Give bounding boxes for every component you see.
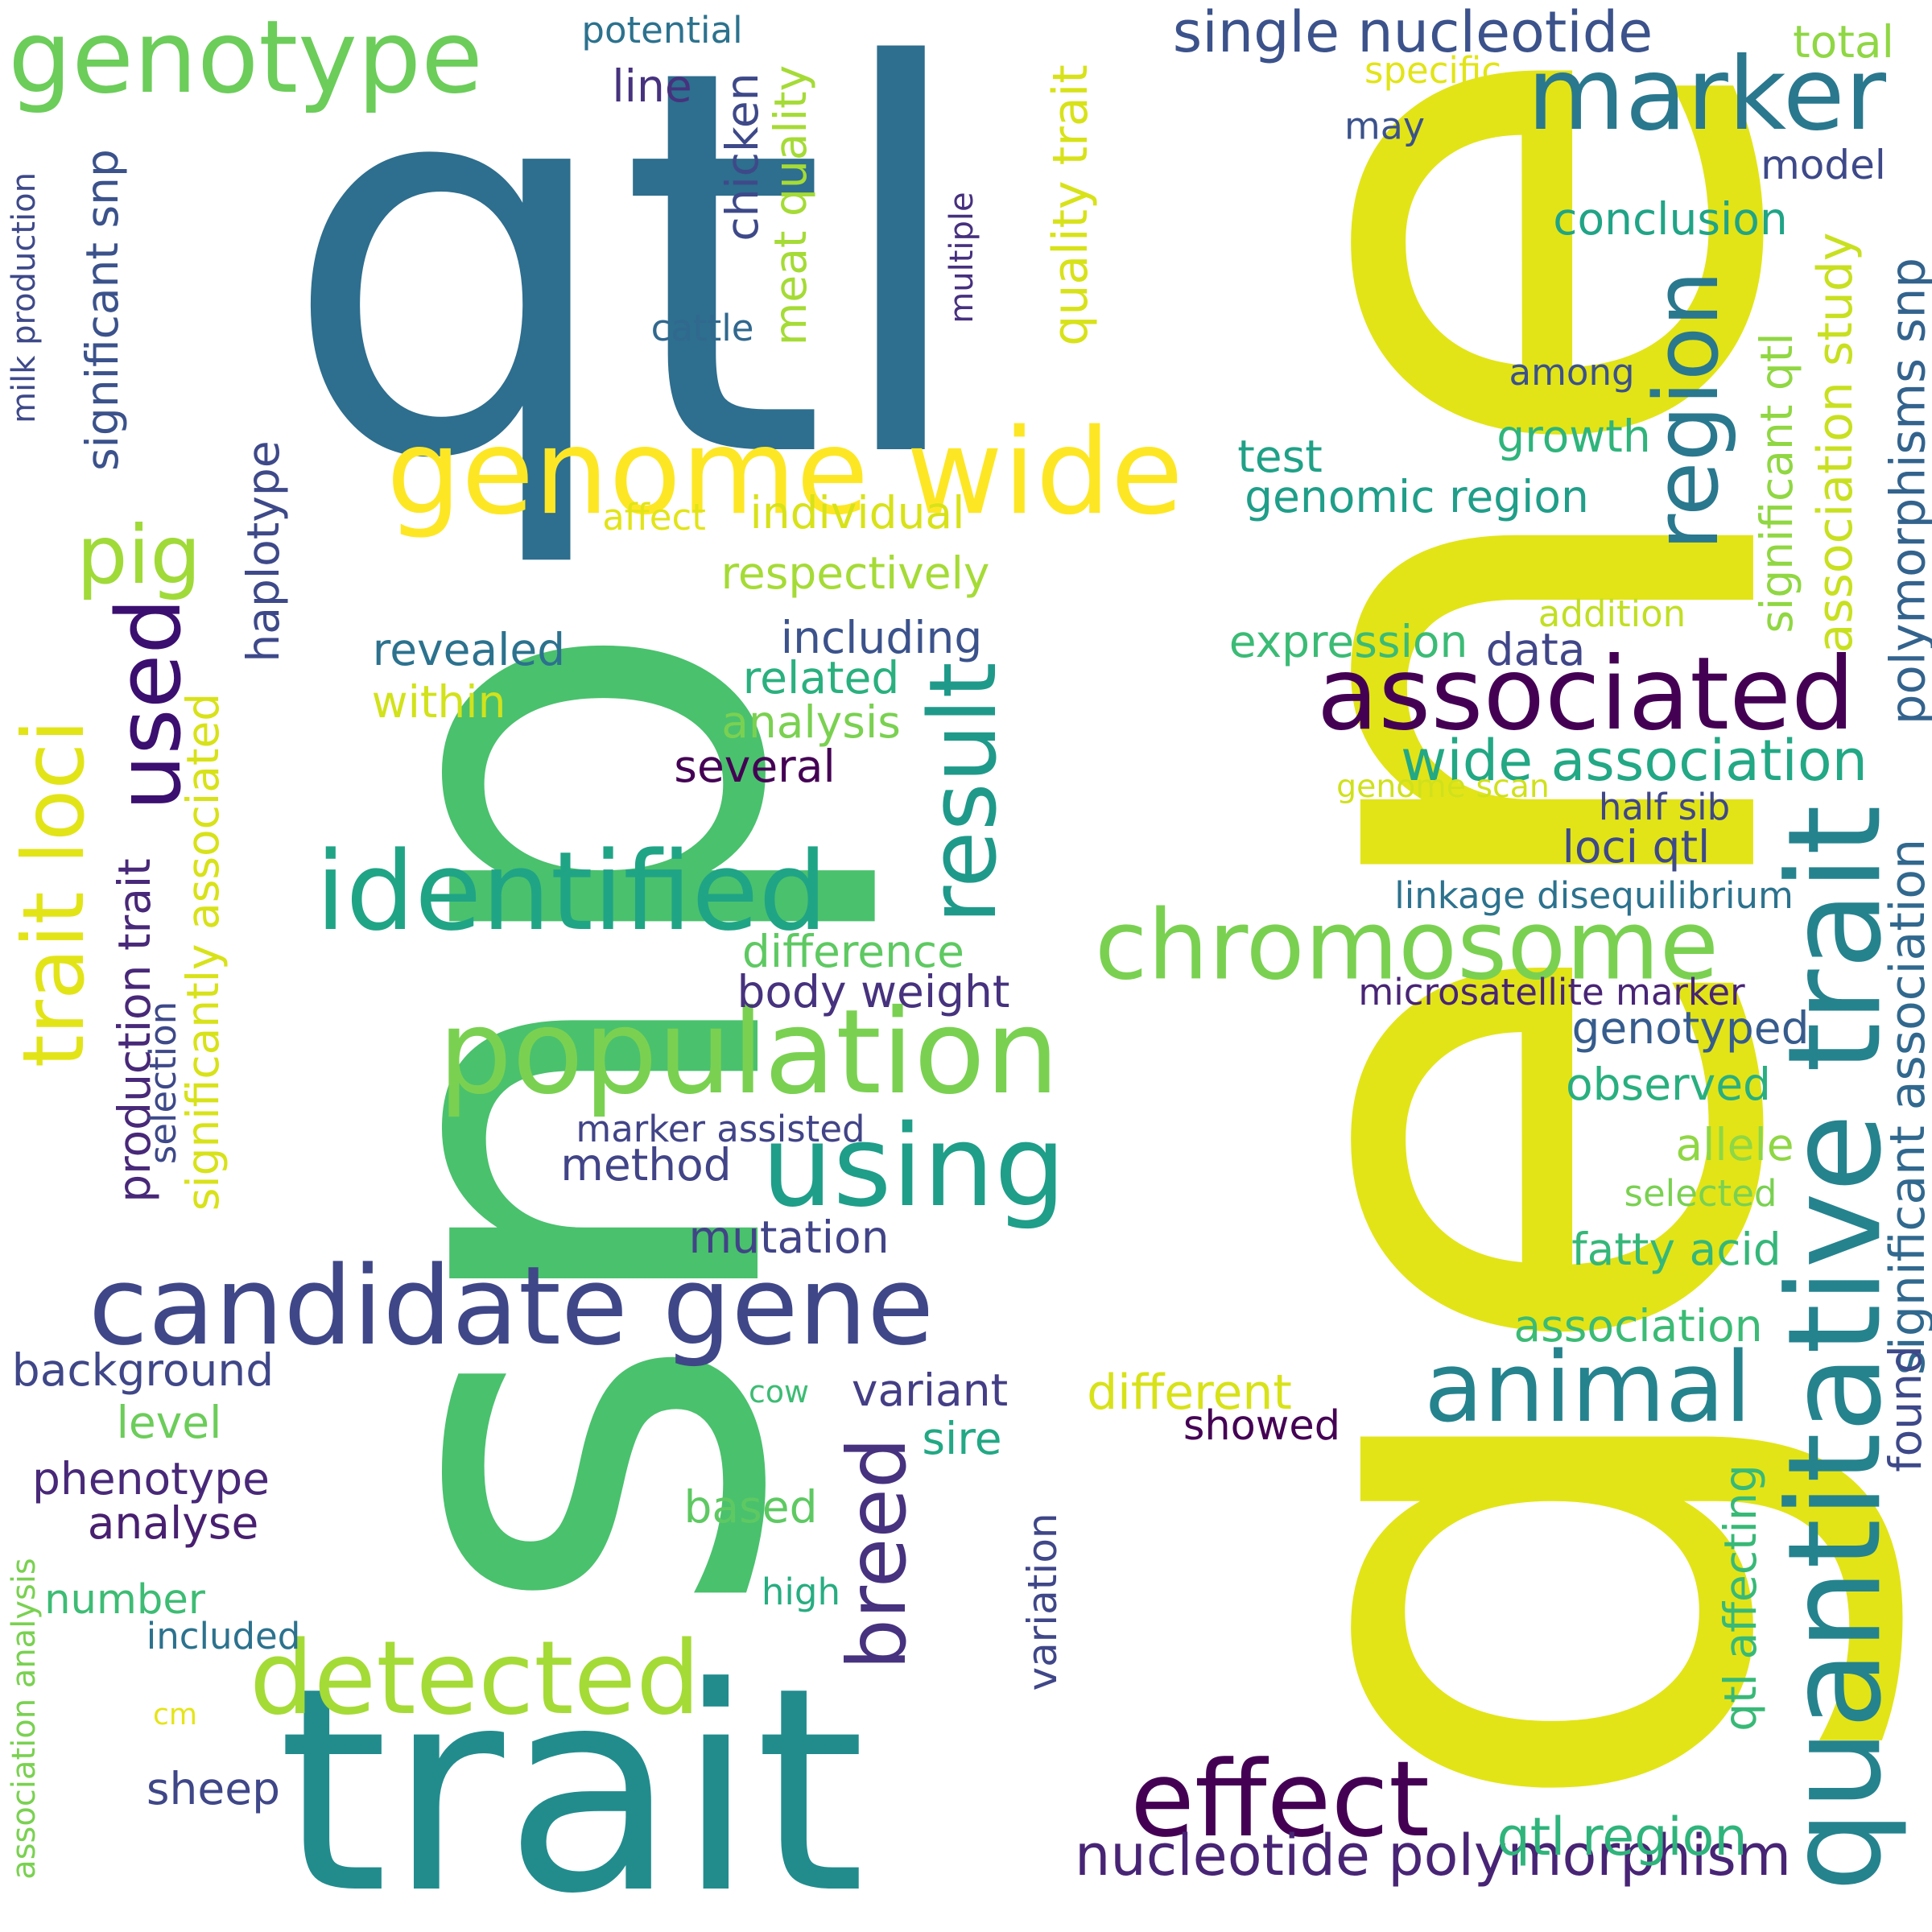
word-line: line — [612, 60, 692, 112]
word-loci-qtl: loci qtl — [1562, 821, 1711, 873]
word-candidate-gene: candidate gene — [88, 1243, 935, 1369]
word-cattle: cattle — [650, 307, 754, 349]
word-test: test — [1237, 431, 1323, 482]
word-data: data — [1485, 624, 1586, 675]
word-allele: allele — [1675, 1119, 1794, 1170]
word-background: background — [11, 1344, 275, 1396]
word-quality-trait: quality trait — [1042, 64, 1099, 346]
word-may: may — [1344, 104, 1425, 148]
word-significant-association: significant association — [1880, 838, 1932, 1376]
word-detected: detected — [249, 1619, 701, 1737]
word-microsatellite-marker: microsatellite marker — [1358, 971, 1745, 1013]
word-qtl-region: qtl region — [1496, 1807, 1748, 1868]
word-mutation: mutation — [688, 1212, 890, 1263]
word-effect: effect — [1130, 1738, 1430, 1860]
word-variation: variation — [1019, 1513, 1066, 1691]
word-fatty-acid: fatty acid — [1571, 1224, 1781, 1275]
word-chromosome: chromosome — [1094, 890, 1719, 1002]
word-animal: animal — [1424, 1332, 1752, 1444]
word-association: association — [1513, 1300, 1763, 1352]
word-single-nucleotide: single nucleotide — [1172, 0, 1653, 65]
word-affect: affect — [602, 496, 706, 539]
word-cm: cm — [153, 1698, 197, 1732]
word-marker: marker — [1527, 36, 1886, 153]
word-potential: potential — [581, 9, 743, 52]
word-genomic-region: genomic region — [1245, 471, 1589, 522]
word-included: included — [146, 1615, 301, 1657]
word-cow: cow — [749, 1374, 810, 1410]
word-method: method — [560, 1139, 732, 1191]
word-analysis: analysis — [721, 696, 901, 748]
word-chicken: chicken — [716, 72, 768, 242]
word-among: among — [1509, 351, 1635, 394]
word-revealed: revealed — [372, 624, 566, 675]
word-found: found — [1880, 1345, 1931, 1472]
word-high: high — [761, 1571, 841, 1613]
word-wide-association: wide association — [1401, 728, 1868, 794]
word-breed: breed — [830, 1437, 924, 1670]
word-within: within — [371, 676, 506, 728]
word-marker-assisted: marker assisted — [576, 1108, 865, 1150]
word-meat-quality: meat quality — [765, 64, 816, 346]
word-trait-loci: trait loci — [5, 719, 103, 1068]
word-individual: individual — [749, 487, 965, 539]
word-milk-production: milk production — [6, 172, 43, 423]
word-region: region — [1635, 270, 1738, 551]
word-phenotype: phenotype — [32, 1453, 270, 1505]
word-model: model — [1761, 142, 1886, 188]
word-body-weight: body weight — [737, 966, 1010, 1018]
word-based: based — [683, 1481, 818, 1533]
word-total: total — [1793, 16, 1894, 68]
word-population: population — [438, 985, 1059, 1121]
word-significant-qtl: significant qtl — [1751, 332, 1802, 634]
word-selected: selected — [1624, 1172, 1777, 1215]
word-genotyped: genotyped — [1571, 1002, 1810, 1054]
word-linkage-disequilibrium: linkage disequilibrium — [1394, 874, 1794, 917]
word-different: different — [1087, 1364, 1292, 1421]
word-including: including — [780, 612, 983, 663]
word-trait: trait — [278, 1627, 866, 1932]
word-nucleotide-polymorphism: nucleotide polymorphism — [1075, 1823, 1792, 1889]
word-half-sib: half sib — [1598, 786, 1731, 828]
word-qtl-affecting: qtl affecting — [1715, 1464, 1766, 1732]
word-associated: associated — [1316, 636, 1856, 753]
word-genome-scan: genome scan — [1336, 767, 1550, 805]
word-difference: difference — [741, 926, 965, 977]
word-sire: sire — [922, 1413, 1002, 1464]
word-sheep: sheep — [146, 1763, 281, 1814]
word-selection: selection — [142, 1001, 184, 1165]
word-using: using — [761, 1101, 1067, 1232]
word-expression: expression — [1228, 616, 1468, 667]
word-multiple: multiple — [943, 192, 980, 324]
word-genotype: genotype — [8, 0, 483, 117]
word-result: result — [910, 662, 1018, 924]
word-haplotype: haplotype — [237, 440, 289, 663]
word-genome-wide: genome wide — [386, 403, 1183, 542]
word-association-analysis: association analysis — [6, 1558, 43, 1880]
word-several: several — [674, 741, 836, 792]
word-variant: variant — [851, 1364, 1009, 1416]
word-respectively: respectively — [720, 547, 990, 599]
word-polymorphisms-snp: polymorphisms snp — [1880, 257, 1932, 725]
word-level: level — [116, 1397, 222, 1448]
word-growth: growth — [1496, 411, 1651, 462]
word-specific: specific — [1364, 49, 1502, 92]
word-association-study: association study — [1807, 232, 1864, 654]
word-significant-snp: significant snp — [76, 149, 128, 471]
word-observed: observed — [1566, 1059, 1771, 1110]
word-number: number — [44, 1575, 205, 1624]
word-significantly-associated: significantly associated — [177, 692, 229, 1212]
word-showed: showed — [1183, 1402, 1341, 1450]
word-related: related — [742, 652, 900, 704]
word-conclusion: conclusion — [1553, 193, 1788, 245]
word-addition: addition — [1538, 592, 1686, 635]
word-pig: pig — [76, 508, 201, 602]
word-analyse: analyse — [87, 1497, 259, 1549]
word-identified: identified — [316, 828, 828, 955]
word-qtl: qtl — [281, 0, 975, 575]
